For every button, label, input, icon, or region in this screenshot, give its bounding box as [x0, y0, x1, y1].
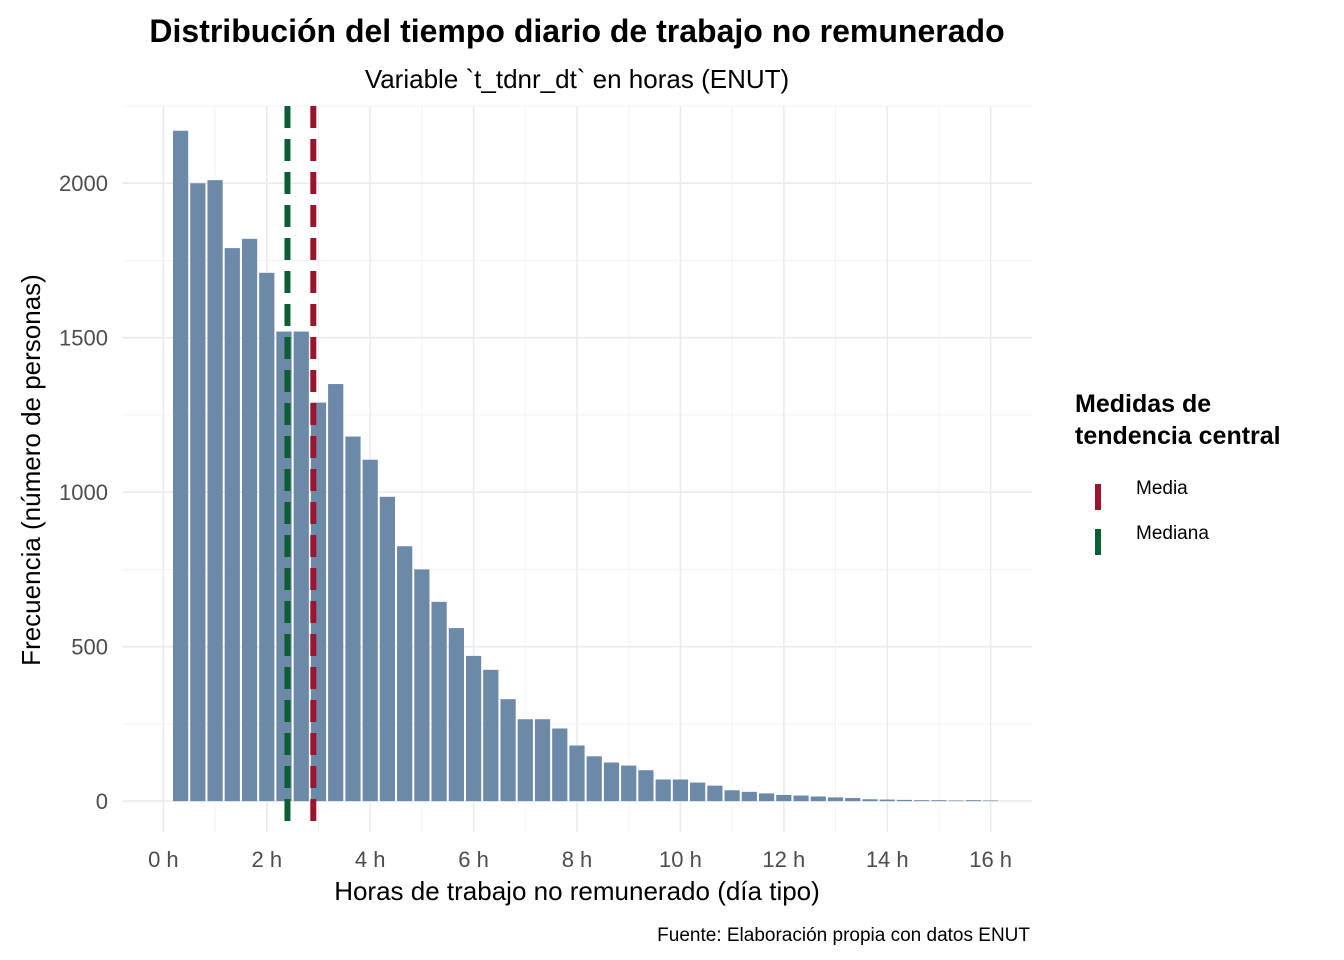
- histogram-bar: [552, 728, 568, 802]
- histogram-bar: [758, 793, 775, 802]
- histogram-bar: [983, 800, 999, 802]
- x-tick-label: 4 h: [355, 847, 386, 872]
- histogram-bar: [621, 765, 637, 802]
- histogram-bar: [724, 790, 740, 802]
- histogram-bars: [172, 130, 999, 802]
- x-tick-label: 14 h: [866, 847, 909, 872]
- histogram-bar: [293, 331, 309, 802]
- histogram-bar: [879, 799, 895, 802]
- histogram-bar: [810, 796, 826, 802]
- legend: Medidas de tendencia central Media Media…: [1075, 390, 1281, 555]
- chart-subtitle: Variable `t_tdnr_dt` en horas (ENUT): [365, 64, 789, 94]
- x-tick-label: 16 h: [969, 847, 1012, 872]
- histogram-bar: [241, 238, 258, 802]
- chart-caption: Fuente: Elaboración propia con datos ENU…: [657, 925, 1030, 946]
- histogram-bar: [603, 762, 620, 802]
- legend-label-media: Media: [1136, 478, 1188, 499]
- histogram-bar: [328, 384, 344, 802]
- histogram-bar: [569, 745, 585, 802]
- histogram-bar: [931, 800, 947, 802]
- histogram-bar: [500, 699, 516, 802]
- histogram-bar: [397, 546, 413, 802]
- histogram-bar: [862, 799, 878, 802]
- histogram-bar: [827, 797, 844, 802]
- legend-label-mediana: Mediana: [1136, 523, 1209, 544]
- x-axis-title: Horas de trabajo no remunerado (día tipo…: [334, 876, 820, 906]
- axis-ticks: 0 h 2 h 4 h 6 h 8 h 10 h 12 h 14 h 16 h 0 500 1000 1…: [59, 171, 1012, 872]
- histogram-bar: [534, 719, 551, 802]
- histogram-bar: [914, 800, 930, 802]
- histogram-bar: [172, 130, 189, 802]
- histogram-bar: [690, 782, 706, 802]
- histogram-bar: [896, 799, 913, 802]
- x-tick-label: 6 h: [458, 847, 489, 872]
- histogram-bar: [517, 719, 533, 802]
- y-tick-label: 500: [71, 635, 108, 660]
- x-tick-label: 12 h: [762, 847, 805, 872]
- histogram-bar: [707, 785, 723, 802]
- histogram-bar: [483, 669, 499, 802]
- histogram-bar: [948, 800, 964, 802]
- y-tick-label: 1000: [59, 480, 108, 505]
- histogram-bar: [259, 272, 275, 802]
- reference-lines: [284, 106, 317, 832]
- grid-lines: [122, 105, 1032, 832]
- y-axis-title: Frecuencia (número de personas): [16, 274, 46, 666]
- histogram-bar: [672, 779, 689, 802]
- histogram-bar: [776, 794, 792, 802]
- legend-title-line-2: tendencia central: [1075, 422, 1281, 450]
- x-tick-label: 8 h: [562, 847, 593, 872]
- histogram-bar: [207, 180, 223, 802]
- y-tick-label: 0: [96, 789, 108, 814]
- histogram-bar: [845, 798, 861, 802]
- histogram-bar: [276, 331, 292, 802]
- legend-title-line-1: Medidas de: [1075, 390, 1211, 418]
- y-tick-label: 2000: [59, 171, 108, 196]
- chart-title: Distribución del tiempo diario de trabaj…: [149, 13, 1004, 49]
- x-tick-label: 10 h: [659, 847, 702, 872]
- histogram-bar: [965, 800, 982, 802]
- histogram-bar: [414, 569, 430, 802]
- x-tick-label: 2 h: [251, 847, 282, 872]
- histogram-bar: [379, 496, 396, 802]
- x-tick-label: 0 h: [148, 847, 179, 872]
- histogram-bar: [586, 756, 602, 802]
- histogram-bar: [638, 770, 654, 802]
- histogram-bar: [655, 779, 671, 802]
- histogram-bar: [465, 655, 482, 802]
- y-tick-label: 1500: [59, 326, 108, 351]
- histogram-bar: [224, 248, 240, 802]
- histogram-bar: [190, 183, 206, 802]
- histogram-bar: [345, 436, 361, 802]
- histogram-bar: [448, 628, 464, 802]
- histogram-bar: [431, 601, 447, 802]
- histogram-bar: [362, 459, 378, 802]
- histogram-bar: [741, 791, 757, 802]
- histogram-bar: [793, 795, 809, 802]
